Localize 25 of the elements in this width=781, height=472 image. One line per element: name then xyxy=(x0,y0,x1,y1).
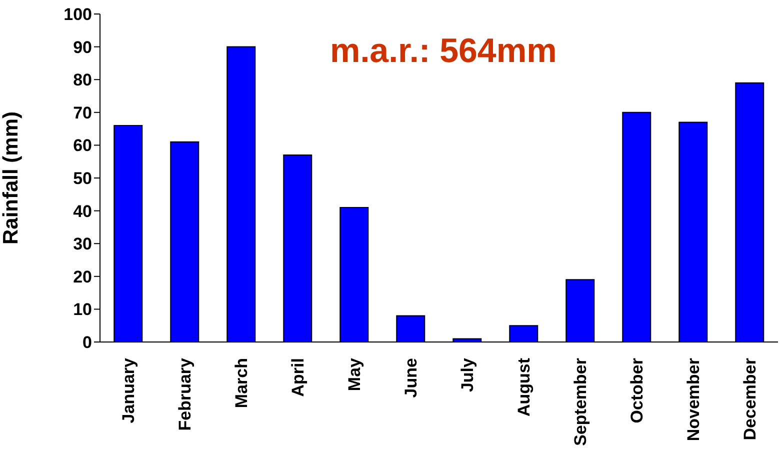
x-tick-label: May xyxy=(344,357,364,392)
y-tick-label: 80 xyxy=(73,70,92,90)
x-tick-label: January xyxy=(118,357,138,424)
y-tick-label: 60 xyxy=(73,136,92,156)
y-tick-label: 10 xyxy=(73,300,92,320)
y-tick-label: 100 xyxy=(64,5,92,24)
x-tick-label: December xyxy=(740,358,760,440)
x-tick-label: June xyxy=(401,358,420,398)
x-tick-label: September xyxy=(570,358,590,446)
x-tick-label: August xyxy=(514,358,534,417)
y-tick-label: 70 xyxy=(73,103,92,122)
y-tick-label: 50 xyxy=(73,169,92,188)
x-tick-label: March xyxy=(232,358,251,408)
x-tick-label: October xyxy=(627,358,646,424)
x-tick-label: February xyxy=(175,357,194,431)
annotation: m.a.r.: 564mm xyxy=(330,32,557,71)
y-tick-label: 90 xyxy=(73,38,92,57)
x-tick-label: July xyxy=(458,357,477,392)
x-tick-label: November xyxy=(684,358,703,442)
y-tick-label: 0 xyxy=(82,333,92,352)
x-tick-label: April xyxy=(288,358,308,397)
y-tick-label: 40 xyxy=(73,202,92,221)
y-tick-label: 20 xyxy=(73,267,92,286)
y-tick-label: 30 xyxy=(73,234,92,254)
y-axis-title: Rainfall (mm) xyxy=(0,111,22,245)
